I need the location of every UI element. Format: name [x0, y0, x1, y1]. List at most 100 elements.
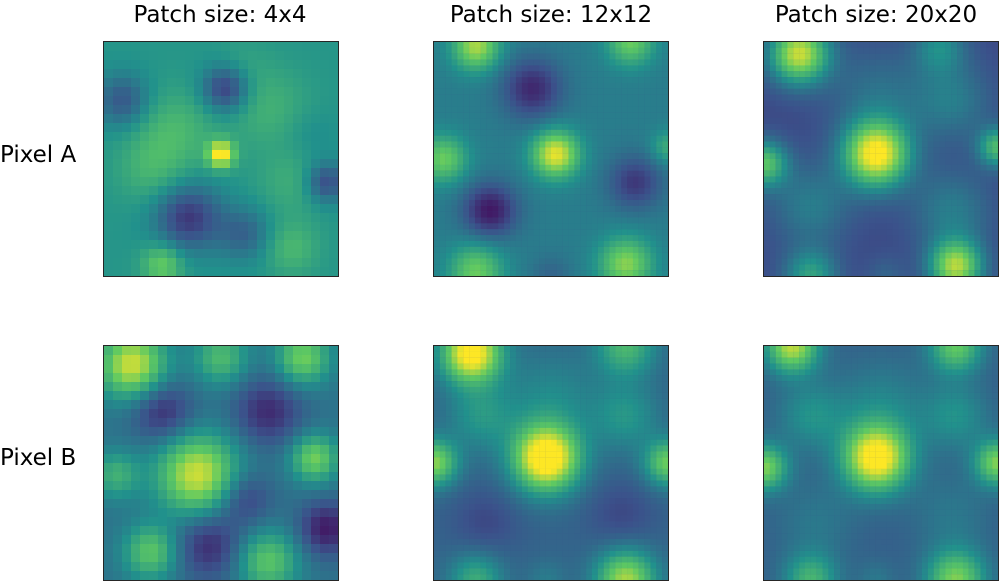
heatmap-cell — [933, 229, 940, 236]
heatmap-cell — [562, 369, 569, 376]
heatmap-cell — [121, 408, 132, 419]
heatmap-cell — [434, 118, 440, 125]
heatmap-cell — [104, 553, 114, 563]
heatmap-cell — [769, 153, 776, 160]
heatmap-cell — [845, 199, 852, 206]
heatmap-cell — [556, 53, 563, 60]
heatmap-cell — [301, 167, 312, 178]
heatmap-cell — [140, 239, 150, 250]
heatmap-cell — [638, 398, 645, 405]
heatmap-cell — [586, 112, 593, 119]
heatmap-cell — [603, 258, 610, 265]
heatmap-cell — [562, 188, 569, 195]
heatmap-cell — [580, 246, 587, 253]
heatmap-cell — [238, 113, 249, 124]
heatmap-cell — [574, 369, 581, 376]
heatmap-cell — [130, 571, 141, 580]
heatmap-cell — [957, 53, 964, 60]
heatmap-cell — [166, 426, 177, 437]
heatmap-cell — [457, 194, 464, 201]
heatmap-cell — [615, 357, 622, 364]
heatmap-cell — [603, 82, 610, 89]
heatmap-cell — [283, 534, 294, 545]
heatmap-cell — [301, 454, 312, 464]
heatmap-cell — [574, 65, 581, 72]
heatmap-cell — [140, 408, 150, 419]
heatmap-cell — [840, 100, 847, 107]
heatmap-cell — [311, 400, 321, 410]
heatmap-cell — [545, 246, 552, 253]
heatmap-cell — [927, 47, 934, 54]
heatmap-cell — [916, 59, 923, 66]
heatmap-cell — [863, 129, 870, 136]
heatmap-cell — [656, 141, 663, 148]
heatmap-cell — [921, 59, 928, 66]
heatmap-cell — [580, 112, 587, 119]
heatmap-cell — [498, 77, 505, 84]
heatmap-cell — [787, 59, 794, 66]
heatmap-cell — [951, 65, 958, 72]
heatmap-cell — [869, 77, 876, 84]
heatmap-cell — [886, 118, 893, 125]
heatmap-cell — [580, 235, 587, 242]
heatmap-cell — [562, 88, 569, 95]
heatmap-cell — [486, 240, 493, 247]
heatmap-cell — [933, 153, 940, 160]
heatmap-cell — [149, 553, 159, 563]
heatmap-cell — [515, 106, 522, 113]
heatmap-cell — [787, 88, 794, 95]
heatmap-cell — [574, 182, 581, 189]
heatmap-cell — [568, 258, 575, 265]
heatmap-cell — [980, 153, 987, 160]
heatmap-cell — [916, 42, 923, 48]
heatmap-cell — [474, 211, 481, 218]
heatmap-cell — [474, 217, 481, 224]
heatmap-cell — [504, 141, 511, 148]
heatmap-cell — [627, 363, 634, 370]
heatmap-cell — [311, 534, 321, 545]
heatmap-cell — [292, 436, 303, 446]
heatmap-cell — [184, 249, 195, 259]
heatmap-cell — [962, 141, 969, 148]
heatmap-cell — [609, 170, 616, 177]
heatmap-cell — [212, 78, 222, 88]
heatmap-cell — [292, 42, 303, 52]
heatmap-cell — [851, 65, 858, 72]
heatmap-cell — [221, 480, 231, 491]
heatmap-cell — [764, 129, 770, 136]
heatmap-cell — [921, 123, 928, 130]
heatmap-cell — [266, 517, 276, 527]
heatmap-cell — [257, 221, 267, 232]
heatmap-cell — [527, 159, 534, 165]
heatmap-cell — [175, 249, 186, 259]
heatmap-cell — [656, 258, 663, 265]
heatmap-cell — [644, 235, 651, 242]
heatmap-cell — [568, 170, 575, 177]
heatmap-cell — [656, 59, 663, 66]
heatmap-cell — [556, 118, 563, 125]
heatmap-cell — [457, 176, 464, 183]
heatmap-cell — [627, 47, 634, 54]
heatmap-cell — [320, 176, 330, 187]
heatmap-cell — [793, 199, 800, 206]
heatmap-cell — [834, 59, 841, 66]
heatmap-cell — [980, 176, 987, 183]
heatmap-cell — [486, 351, 493, 358]
heatmap-cell — [562, 398, 569, 405]
heatmap-cell — [329, 426, 338, 437]
heatmap-cell — [662, 223, 668, 230]
heatmap-cell — [980, 135, 987, 142]
heatmap-cell — [586, 240, 593, 247]
heatmap-cell — [112, 221, 123, 232]
heatmap-cell — [194, 543, 204, 554]
heatmap-cell — [591, 386, 598, 393]
heatmap-cell — [104, 59, 114, 70]
heatmap-cell — [775, 59, 782, 66]
heatmap-cell — [311, 463, 321, 473]
heatmap-cell — [851, 252, 858, 259]
heatmap-cell — [434, 392, 440, 399]
heatmap-cell — [591, 375, 598, 382]
heatmap-cell — [974, 182, 981, 189]
heatmap-cell — [916, 77, 923, 84]
heatmap-cell — [166, 408, 177, 419]
